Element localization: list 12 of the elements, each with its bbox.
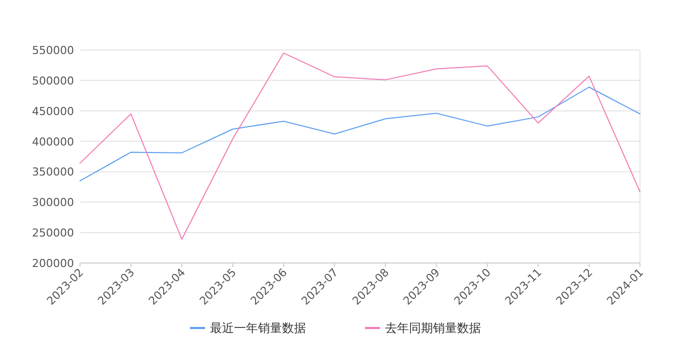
y-tick-label: 350000	[32, 166, 74, 179]
line-series	[80, 86, 640, 182]
y-tick-label: 300000	[32, 196, 74, 210]
y-tick-label: 500000	[32, 74, 74, 88]
legend-label: 最近一年销量数据	[210, 321, 306, 335]
legend-label: 去年同期销量数据	[385, 321, 481, 335]
y-tick-label: 550000	[32, 44, 74, 57]
line-series	[80, 52, 640, 240]
y-tick-label: 200000	[32, 257, 74, 270]
y-tick-label: 400000	[32, 135, 74, 148]
y-tick-label: 250000	[32, 226, 74, 240]
y-tick-label: 450000	[32, 104, 74, 118]
